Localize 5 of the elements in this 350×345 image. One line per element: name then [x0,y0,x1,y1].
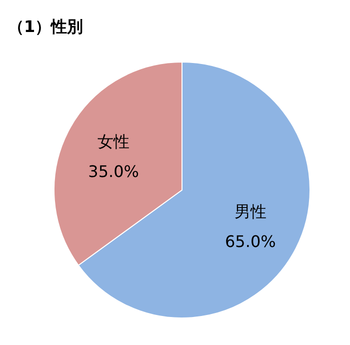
chart-title: （1）性別 [8,17,84,36]
data-label: 35.0% [88,162,139,182]
slice-label: 女性 [98,132,130,152]
slice-label: 男性 [234,202,266,221]
data-label: 65.0% [225,232,276,251]
